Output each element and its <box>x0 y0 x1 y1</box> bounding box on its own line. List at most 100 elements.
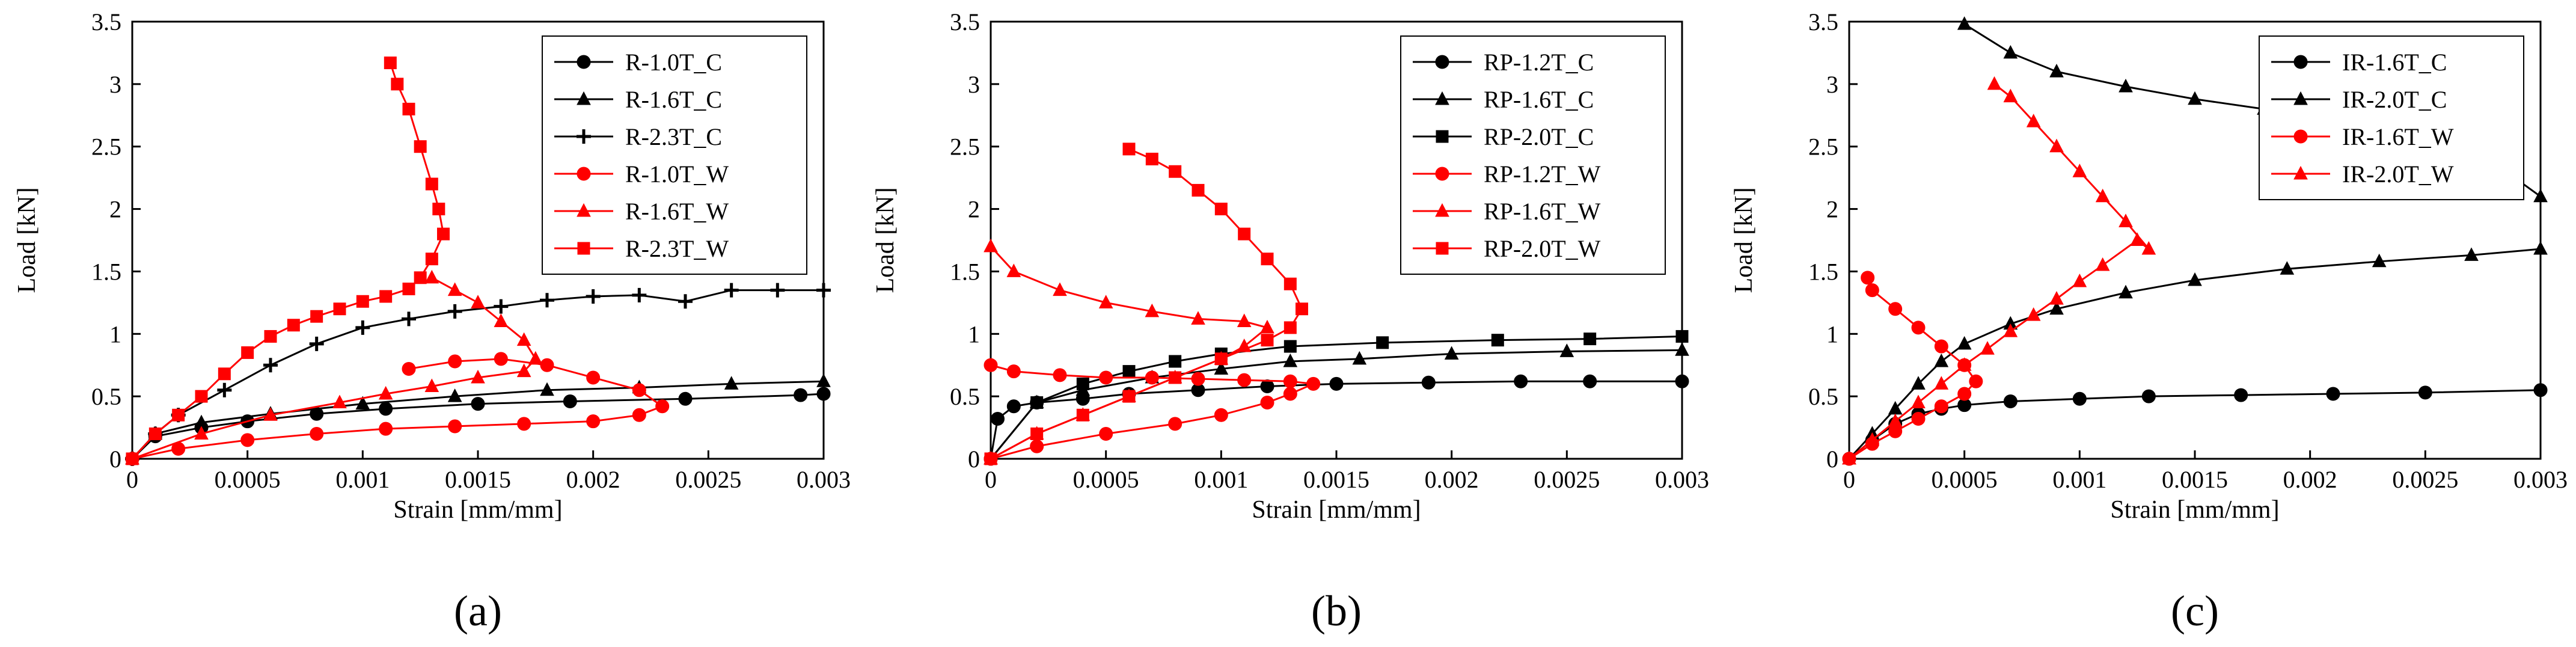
y-tick-label: 2.5 <box>950 133 980 161</box>
series-line <box>1849 277 1977 460</box>
data-point <box>1238 227 1251 241</box>
data-point <box>1957 387 1972 401</box>
data-point <box>1352 351 1367 365</box>
data-point <box>379 402 393 416</box>
data-point <box>1444 346 1459 360</box>
y-tick-label: 2.5 <box>91 133 121 161</box>
legend-label: R-1.6T_W <box>625 198 729 225</box>
data-point <box>378 385 393 400</box>
data-point <box>1261 253 1274 266</box>
data-point <box>540 382 554 396</box>
data-point <box>1030 396 1044 409</box>
data-point <box>1491 334 1504 347</box>
y-tick-label: 3.5 <box>950 8 980 35</box>
y-tick-label: 0 <box>968 446 980 473</box>
legend-marker <box>1435 167 1449 181</box>
series-RP-1.6T_C <box>984 342 1689 465</box>
series-R-1.0T_W <box>125 352 670 466</box>
data-point <box>379 290 393 303</box>
y-tick-label: 0 <box>1826 446 1838 473</box>
x-tick-label: 0.003 <box>2513 466 2568 493</box>
x-tick-label: 0.001 <box>2052 466 2106 493</box>
data-point <box>402 361 416 376</box>
data-point <box>2095 188 2110 203</box>
data-point <box>1214 408 1228 422</box>
data-point <box>540 293 554 308</box>
data-point <box>1214 203 1228 216</box>
data-point <box>448 354 462 369</box>
chart-svg: 0 0.0005 0.001 0.0015 0.002 0.0025 0.003 0 0.5 1 1… <box>13 8 851 635</box>
y-tick-label: 1 <box>968 320 980 348</box>
data-point <box>2049 291 2064 305</box>
data-point <box>1237 313 1252 328</box>
x-axis-label: Strain [mm/mm] <box>1252 496 1421 524</box>
data-point <box>1006 364 1021 379</box>
legend-label: RP-1.6T_C <box>1484 86 1594 113</box>
data-point <box>655 399 670 414</box>
data-point <box>1969 374 1983 388</box>
chart-svg: 0 0.0005 0.001 0.0015 0.002 0.0025 0.003 0 0.5 1 1… <box>1730 8 2568 635</box>
data-point <box>1260 319 1274 334</box>
data-point <box>2418 385 2432 400</box>
data-point <box>1076 377 1089 390</box>
data-point <box>586 370 601 385</box>
data-point <box>563 394 577 408</box>
data-point <box>263 407 278 421</box>
data-point <box>217 382 232 397</box>
legend-label: R-2.3T_W <box>625 235 729 262</box>
data-point <box>1911 412 1926 426</box>
data-point <box>2095 257 2110 271</box>
data-point <box>1675 374 1689 388</box>
data-point <box>355 320 370 335</box>
y-tick-label: 1.5 <box>91 258 121 285</box>
data-point <box>724 376 739 390</box>
data-point <box>402 102 415 115</box>
data-point <box>126 452 139 465</box>
data-point <box>2026 307 2041 321</box>
data-point <box>310 310 323 323</box>
y-tick-label: 2 <box>1826 196 1838 223</box>
data-point <box>402 311 416 327</box>
legend-label: RP-2.0T_W <box>1484 235 1601 262</box>
legend-marker <box>2293 129 2308 144</box>
x-axis-label: Strain [mm/mm] <box>393 496 562 524</box>
legend-label: IR-1.6T_C <box>2342 49 2447 76</box>
data-point <box>2003 44 2018 59</box>
data-point <box>1076 408 1089 422</box>
legend-label: RP-1.2T_W <box>1484 161 1601 188</box>
legend-marker <box>577 129 591 144</box>
data-point <box>1675 342 1689 356</box>
data-point <box>2072 164 2087 177</box>
legend-box <box>1400 35 1666 275</box>
data-point <box>1559 343 1574 357</box>
legend: R-1.0T_C R-1.6T_C R-2.3T_C R-1.0T_W R-1.6T_W… <box>542 35 807 275</box>
y-tick-label: 1.5 <box>950 258 980 285</box>
y-tick-label: 1 <box>1826 320 1838 348</box>
data-point <box>1030 427 1044 440</box>
data-point <box>1911 394 1926 409</box>
y-tick-label: 3 <box>1826 71 1838 98</box>
legend-label: IR-1.6T_W <box>2342 123 2454 150</box>
data-point <box>632 408 646 422</box>
data-point <box>471 369 485 384</box>
data-point <box>1865 432 1880 446</box>
data-point <box>414 271 427 284</box>
data-point <box>432 203 445 216</box>
y-axis-label: Load [kN] <box>13 187 41 293</box>
data-point <box>1934 353 1949 367</box>
y-tick-label: 2 <box>968 196 980 223</box>
data-point <box>984 358 998 372</box>
legend-marker <box>577 91 591 105</box>
data-point <box>1145 303 1160 317</box>
data-point <box>2049 301 2064 315</box>
data-point <box>332 394 347 409</box>
data-point <box>447 304 462 319</box>
data-point <box>384 57 397 70</box>
data-point <box>1169 355 1182 368</box>
data-point <box>2003 394 2018 408</box>
data-point <box>1583 333 1597 346</box>
series-R-2.3T_W <box>126 57 450 465</box>
data-point <box>1260 396 1274 410</box>
data-point <box>1865 283 1879 298</box>
data-point <box>678 294 693 309</box>
